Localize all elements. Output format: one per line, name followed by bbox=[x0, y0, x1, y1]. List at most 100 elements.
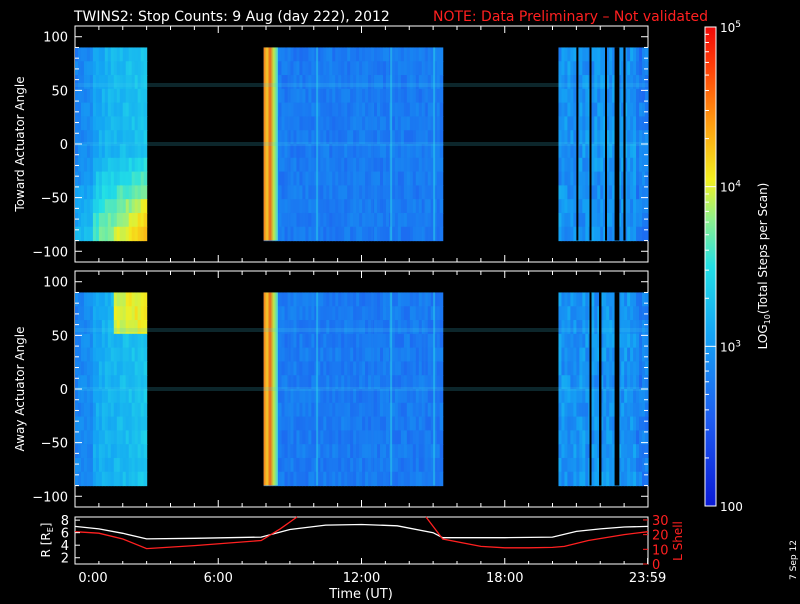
heatmap-cell bbox=[338, 457, 342, 473]
heatmap-cell bbox=[125, 320, 130, 335]
heatmap-cell bbox=[365, 320, 369, 335]
heatmap-cell bbox=[338, 444, 342, 459]
heatmap-cell bbox=[353, 416, 357, 431]
heatmap-cell bbox=[284, 171, 289, 186]
heatmap-cell bbox=[400, 116, 405, 131]
heatmap-cell bbox=[302, 130, 306, 145]
heatmap-cell bbox=[636, 88, 640, 104]
heatmap-cell bbox=[350, 144, 354, 159]
heatmap-cell bbox=[439, 444, 444, 459]
heatmap-cell bbox=[104, 457, 109, 473]
heatmap-cell bbox=[618, 75, 622, 90]
heatmap-cell bbox=[618, 389, 622, 404]
heatmap-cell bbox=[606, 171, 610, 186]
heatmap-cell bbox=[98, 199, 103, 214]
heatmap-cell bbox=[579, 171, 583, 186]
heatmap-cell bbox=[382, 389, 387, 404]
orbit-r-line bbox=[74, 523, 649, 540]
heatmap-cell bbox=[403, 144, 408, 159]
heatmap-cell bbox=[362, 430, 366, 445]
heatmap-cell bbox=[403, 212, 408, 228]
heatmap-cell bbox=[83, 471, 88, 487]
heatmap-cell bbox=[305, 361, 309, 376]
heatmap-cell bbox=[439, 102, 444, 118]
heatmap-cell bbox=[612, 61, 616, 76]
heatmap-cell bbox=[326, 199, 330, 214]
heatmap-cell bbox=[80, 130, 85, 145]
heatmap-cell bbox=[131, 130, 136, 145]
heatmap-cell bbox=[594, 47, 598, 62]
heatmap-cell bbox=[409, 144, 414, 159]
heatmap-cell bbox=[427, 361, 432, 376]
heatmap-cell bbox=[412, 171, 417, 186]
heatmap-cell bbox=[591, 61, 595, 76]
heatmap-cell bbox=[101, 88, 106, 104]
heatmap-cell bbox=[624, 416, 628, 431]
heatmap-cell bbox=[335, 306, 339, 321]
heatmap-cell bbox=[380, 333, 384, 349]
heatmap-cell bbox=[110, 61, 115, 76]
heatmap-cell bbox=[281, 47, 286, 62]
heatmap-cell bbox=[86, 430, 91, 445]
heatmap-cell bbox=[92, 144, 97, 159]
heatmap-cell bbox=[621, 75, 625, 90]
heatmap-cell bbox=[612, 88, 616, 104]
heatmap-cell bbox=[630, 212, 634, 228]
heatmap-cell bbox=[335, 430, 339, 445]
heatmap-cell bbox=[278, 88, 283, 104]
heatmap-cell bbox=[131, 116, 136, 131]
heatmap-cell bbox=[77, 75, 82, 90]
heatmap-cell bbox=[397, 157, 402, 173]
heatmap-cell bbox=[606, 199, 610, 214]
heatmap-cell bbox=[326, 347, 330, 363]
heatmap-cell bbox=[299, 333, 304, 349]
heatmap-cell bbox=[326, 212, 330, 228]
heatmap-cell bbox=[353, 144, 357, 159]
heatmap-cell bbox=[603, 347, 607, 363]
heatmap-cell bbox=[621, 157, 625, 173]
heatmap-cell bbox=[338, 88, 342, 104]
heatmap-cell bbox=[335, 116, 339, 131]
heatmap-cell bbox=[564, 306, 569, 321]
heatmap-cell bbox=[320, 320, 324, 335]
heatmap-cell bbox=[439, 199, 444, 214]
heatmap-cell bbox=[567, 457, 571, 473]
heatmap-cell bbox=[86, 130, 91, 145]
heatmap-cell bbox=[627, 347, 631, 363]
heatmap-cell bbox=[119, 333, 124, 349]
heatmap-cell bbox=[621, 444, 625, 459]
heatmap-cell bbox=[558, 185, 563, 200]
heatmap-cell bbox=[609, 361, 613, 376]
heatmap-cell bbox=[603, 471, 607, 487]
heatmap-cell bbox=[350, 102, 354, 118]
heatmap-cell bbox=[430, 47, 435, 62]
heatmap-cell bbox=[430, 471, 435, 487]
heatmap-cell bbox=[439, 361, 444, 376]
heatmap-cell bbox=[347, 130, 351, 145]
heatmap-cell bbox=[107, 320, 112, 335]
heatmap-cell bbox=[618, 116, 622, 131]
heatmap-cell bbox=[606, 471, 610, 487]
heatmap-cell bbox=[585, 389, 589, 404]
heatmap-cell bbox=[80, 185, 85, 200]
heatmap-cell bbox=[125, 361, 130, 376]
heatmap-cell bbox=[332, 130, 336, 145]
heatmap-cell bbox=[630, 75, 634, 90]
heatmap-cell bbox=[335, 102, 339, 118]
heatmap-cell bbox=[618, 61, 622, 76]
heatmap-cell bbox=[86, 212, 91, 228]
heatmap-cell bbox=[134, 361, 139, 376]
heatmap-cell bbox=[391, 75, 396, 90]
heatmap-cell bbox=[406, 75, 411, 90]
heatmap-cell bbox=[311, 61, 315, 76]
heatmap-cell bbox=[391, 416, 396, 431]
heatmap-cell bbox=[323, 320, 327, 335]
heatmap-cell bbox=[305, 471, 309, 487]
heatmap-cell bbox=[278, 116, 283, 131]
heatmap-cell bbox=[368, 389, 372, 404]
heatmap-cell bbox=[597, 75, 601, 90]
heatmap-cell bbox=[143, 47, 148, 62]
heatmap-cell bbox=[380, 471, 384, 487]
heatmap-cell bbox=[585, 457, 589, 473]
heatmap-cell bbox=[362, 389, 366, 404]
